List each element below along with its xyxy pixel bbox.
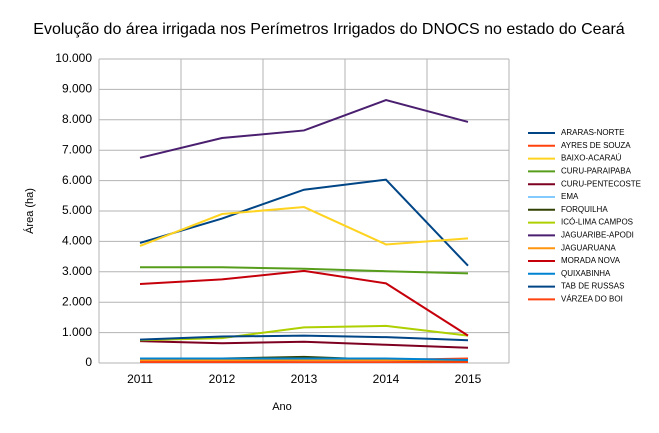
x-tick-label: 2014 (373, 372, 400, 386)
x-tick-label: 2012 (209, 372, 236, 386)
legend-label: JAGUARIBE-APODI (561, 231, 634, 240)
legend-label: AYRES DE SOUZA (561, 141, 631, 150)
y-tick-label: 6.000 (62, 173, 92, 187)
x-tick-label: 2015 (455, 372, 482, 386)
series-line (140, 357, 469, 361)
y-tick-label: 7.000 (62, 142, 92, 156)
y-tick-label: 10.000 (55, 51, 92, 65)
legend-label: CURU-PARAIPABA (561, 167, 632, 176)
series-line (139, 334, 469, 342)
x-axis-label: Ano (272, 401, 292, 413)
series-line (140, 266, 469, 275)
y-tick-label: 3.000 (62, 264, 92, 278)
y-tick-label: 2.000 (62, 294, 92, 308)
y-tick-label: 0 (85, 355, 92, 369)
chart-title: Evolução do área irrigada nos Perímetros… (33, 21, 625, 38)
y-tick-label: 9.000 (62, 82, 92, 96)
legend-label: ICÓ-LIMA CAMPOS (561, 218, 633, 227)
series-line (139, 178, 469, 267)
legend-label: ARARAS-NORTE (561, 128, 624, 137)
y-tick-label: 8.000 (62, 112, 92, 126)
y-axis-label: Área (ha) (23, 188, 36, 234)
legend-label: EMA (561, 192, 579, 201)
legend-label: MORADA NOVA (561, 256, 621, 265)
series-line (139, 324, 469, 342)
series-line (139, 98, 469, 159)
legend-label: FORQUILHA (561, 205, 608, 214)
legend-label: BAIXO-ACARAÚ (561, 154, 622, 163)
legend-label: TAB DE RUSSAS (561, 282, 624, 291)
legend-label: CURU-PENTECOSTE (561, 179, 641, 188)
series-line (139, 340, 469, 349)
y-tick-label: 4.000 (62, 234, 92, 248)
legend-label: VÁRZEA DO BOI (561, 295, 623, 304)
y-tick-label: 1.000 (62, 325, 92, 339)
x-tick-label: 2013 (291, 372, 318, 386)
series-line (139, 269, 469, 337)
y-tick-label: 5.000 (62, 203, 92, 217)
x-tick-label: 2011 (127, 372, 153, 386)
legend-label: JAGUARUANA (561, 243, 616, 252)
legend-label: QUIXABINHA (561, 269, 611, 278)
series-line (139, 206, 469, 247)
